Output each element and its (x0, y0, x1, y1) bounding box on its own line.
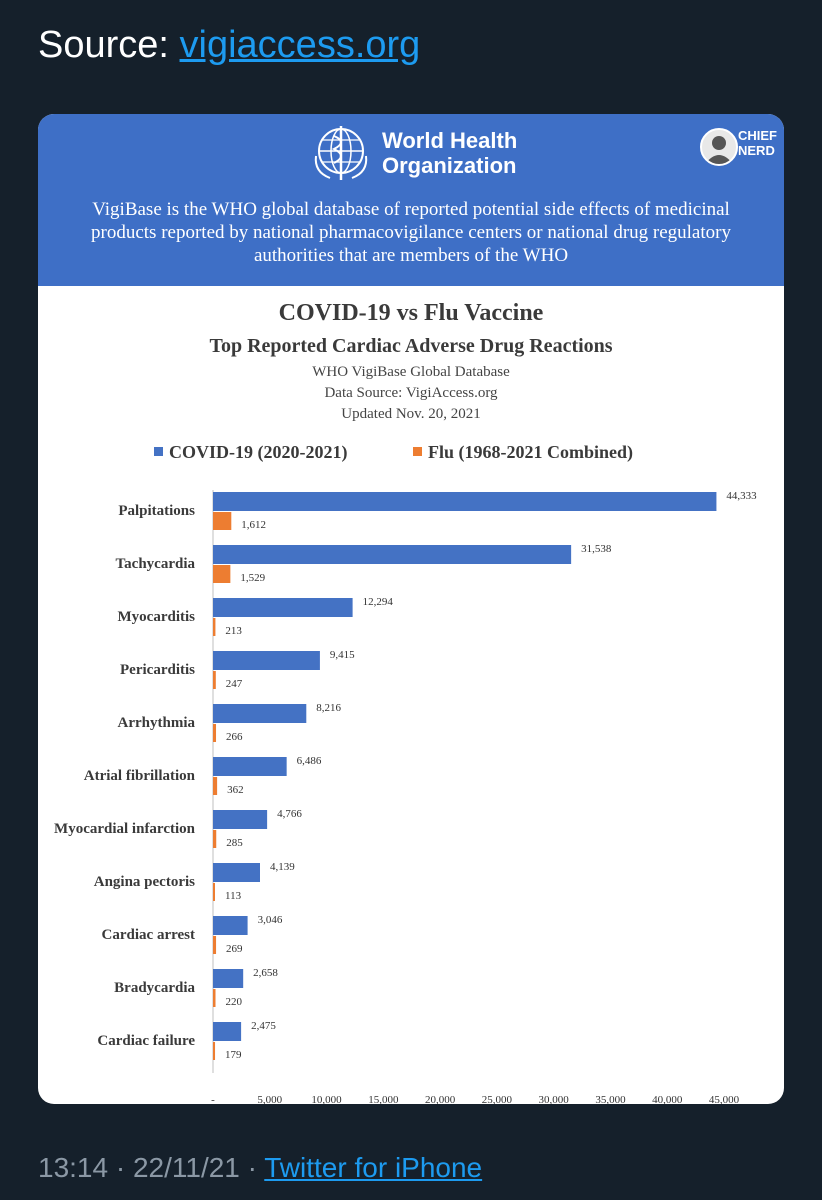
data-label-flu: 179 (225, 1049, 242, 1061)
data-label-flu: 247 (226, 678, 243, 690)
category-label: Myocardial infarction (54, 821, 196, 837)
chart-note-updated: Updated Nov. 20, 2021 (341, 406, 481, 422)
legend-item-covid: COVID-19 (2020-2021) (154, 442, 347, 463)
category-label: Cardiac arrest (102, 927, 195, 943)
x-tick-label: 15,000 (368, 1094, 399, 1104)
bar-covid (213, 598, 353, 617)
client-link[interactable]: Twitter for iPhone (264, 1152, 483, 1183)
data-label-covid: 6,486 (297, 755, 322, 767)
bar-chart: Palpitations 44,333 1,612 Tachycardia 31,538… (54, 490, 757, 1104)
tweet-source: Source: vigiaccess.org (38, 24, 420, 67)
bar-covid (213, 1022, 242, 1041)
vigibase-description: VigiBase is the WHO global database of r… (91, 199, 731, 266)
bar-flu (213, 777, 218, 795)
category-label: Tachycardia (116, 556, 196, 572)
data-label-flu: 113 (225, 890, 242, 902)
bar-covid (213, 810, 268, 829)
source-link[interactable]: vigiaccess.org (179, 24, 421, 66)
chief-nerd-portrait-icon (705, 136, 733, 164)
legend-label-covid: COVID-19 (2020-2021) (169, 442, 348, 462)
category-label: Angina pectoris (94, 874, 195, 890)
tweet-timestamp: 13:14 · 22/11/21 · (38, 1152, 265, 1183)
data-label-covid: 12,294 (363, 596, 394, 608)
x-tick-label: 5,000 (257, 1094, 282, 1104)
x-tick-label: 40,000 (652, 1094, 683, 1104)
data-label-covid: 2,475 (251, 1020, 276, 1032)
x-tick-label: 20,000 (425, 1094, 456, 1104)
data-label-flu: 213 (225, 625, 242, 637)
bar-flu (213, 936, 217, 954)
infographic-card[interactable]: World Health Organization CHIEF NERD Vig… (38, 114, 784, 1104)
legend-item-flu: Flu (1968-2021 Combined) (413, 442, 633, 463)
bar-flu (213, 671, 216, 689)
legend-label-flu: Flu (1968-2021 Combined) (428, 442, 634, 462)
x-tick-label: 30,000 (539, 1094, 570, 1104)
data-label-flu: 269 (226, 943, 243, 955)
category-label: Myocarditis (118, 609, 196, 625)
legend-swatch-flu (413, 447, 422, 456)
x-tick-label: 35,000 (595, 1094, 626, 1104)
chart-subtitle: Top Reported Cardiac Adverse Drug Reacti… (209, 335, 613, 357)
category-label: Cardiac failure (97, 1033, 195, 1049)
bar-covid (213, 492, 717, 511)
category-label: Palpitations (118, 503, 195, 519)
chart-note-database: WHO VigiBase Global Database (312, 364, 510, 380)
bar-flu (213, 883, 215, 901)
data-label-covid: 2,658 (253, 967, 278, 979)
bar-flu (213, 1042, 216, 1060)
x-tick-label: 10,000 (311, 1094, 342, 1104)
data-label-flu: 285 (226, 837, 243, 849)
bar-covid (213, 863, 261, 882)
data-label-covid: 8,216 (316, 702, 341, 714)
bar-flu (213, 512, 232, 530)
data-label-covid: 4,139 (270, 861, 295, 873)
x-tick-label: 45,000 (709, 1094, 740, 1104)
data-label-flu: 362 (227, 784, 244, 796)
data-label-covid: 9,415 (330, 649, 355, 661)
chart-note-source: Data Source: VigiAccess.org (324, 385, 498, 401)
x-tick-label: 25,000 (482, 1094, 513, 1104)
bar-covid (213, 757, 287, 776)
data-label-covid: 31,538 (581, 543, 612, 555)
tweet-footer: 13:14 · 22/11/21 · Twitter for iPhone (38, 1152, 482, 1184)
who-org-name: World Health Organization (382, 128, 518, 178)
data-label-flu: 220 (225, 996, 242, 1008)
who-emblem-icon (314, 126, 368, 180)
chart-title: COVID-19 vs Flu Vaccine (278, 300, 544, 326)
bar-covid (213, 969, 244, 988)
bar-covid (213, 704, 307, 723)
bar-covid (213, 545, 572, 564)
who-banner: World Health Organization CHIEF NERD Vig… (38, 114, 784, 286)
bar-covid (213, 651, 320, 670)
bar-covid (213, 916, 248, 935)
data-label-covid: 44,333 (726, 490, 757, 502)
data-label-covid: 3,046 (258, 914, 283, 926)
source-prefix: Source: (38, 24, 180, 66)
data-label-flu: 266 (226, 731, 243, 743)
category-label: Atrial fibrillation (84, 768, 196, 784)
chief-nerd-avatar (700, 128, 738, 166)
data-label-covid: 4,766 (277, 808, 302, 820)
data-label-flu: 1,612 (241, 519, 266, 531)
chief-nerd-watermark: CHIEF NERD (738, 128, 777, 158)
bar-flu (213, 618, 216, 636)
bar-flu (213, 830, 217, 848)
data-label-flu: 1,529 (240, 572, 265, 584)
legend-swatch-covid (154, 447, 163, 456)
category-label: Pericarditis (120, 662, 195, 678)
bar-flu (213, 724, 217, 742)
category-label: Bradycardia (114, 980, 195, 996)
bar-flu (213, 989, 216, 1007)
bar-flu (213, 565, 231, 583)
x-tick-label: - (211, 1094, 215, 1104)
category-label: Arrhythmia (118, 715, 196, 731)
